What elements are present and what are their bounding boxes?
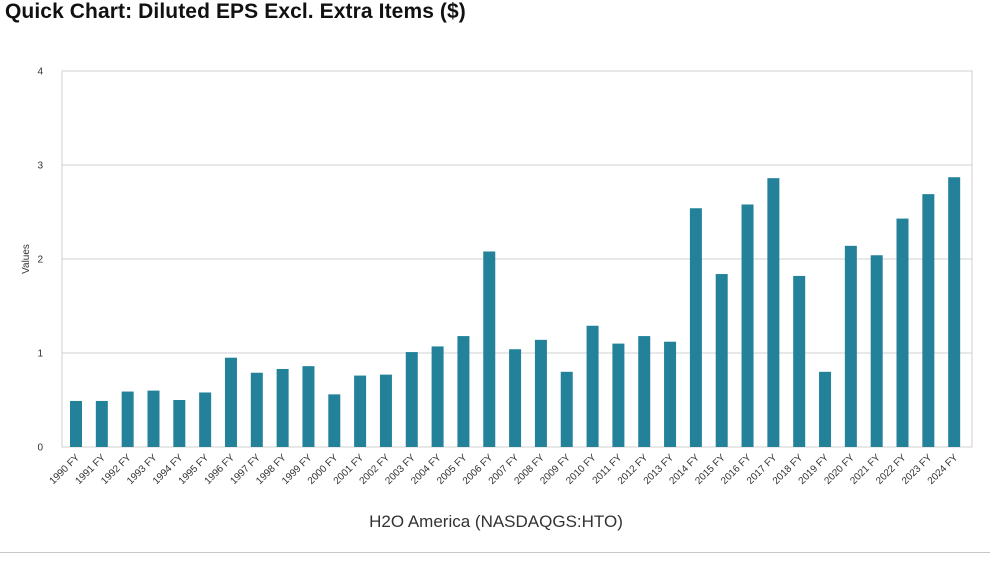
bar[interactable]: [457, 336, 470, 447]
bar[interactable]: [483, 251, 496, 447]
bar[interactable]: [328, 394, 341, 447]
bars: [70, 177, 961, 447]
bar[interactable]: [147, 390, 160, 447]
y-tick-label: 0: [37, 443, 43, 454]
bar[interactable]: [638, 336, 651, 447]
bar[interactable]: [70, 400, 82, 447]
bar[interactable]: [819, 371, 832, 447]
bar[interactable]: [250, 372, 263, 447]
bar[interactable]: [715, 274, 728, 447]
bar[interactable]: [534, 339, 547, 447]
bar[interactable]: [948, 177, 961, 447]
bar[interactable]: [121, 391, 134, 447]
bar[interactable]: [612, 343, 625, 447]
y-axis-ticks: 0 1 2 3 4: [37, 67, 43, 454]
chart-title: Quick Chart: Diluted EPS Excl. Extra Ite…: [5, 0, 466, 23]
bar[interactable]: [767, 178, 780, 447]
bar[interactable]: [95, 400, 108, 447]
bar[interactable]: [844, 245, 857, 447]
bar[interactable]: [199, 392, 212, 447]
bar[interactable]: [586, 325, 599, 447]
y-tick-label: 1: [37, 349, 43, 360]
bar[interactable]: [896, 218, 909, 447]
bar[interactable]: [276, 368, 289, 447]
bar[interactable]: [741, 204, 754, 447]
bar[interactable]: [302, 366, 315, 447]
bar[interactable]: [431, 346, 444, 447]
bar[interactable]: [870, 255, 883, 447]
y-tick-label: 3: [37, 161, 43, 172]
y-tick-label: 4: [37, 67, 43, 78]
bar[interactable]: [560, 371, 573, 447]
y-axis-label: Values: [21, 244, 32, 274]
y-tick-label: 2: [37, 255, 43, 266]
bar[interactable]: [173, 400, 186, 447]
bar[interactable]: [664, 341, 677, 447]
bar[interactable]: [689, 208, 702, 447]
bar[interactable]: [509, 349, 522, 447]
bar[interactable]: [793, 275, 806, 447]
bar[interactable]: [354, 375, 367, 447]
bar[interactable]: [922, 194, 935, 447]
x-axis-caption: H2O America (NASDAQGS:HTO): [369, 512, 623, 531]
bar[interactable]: [379, 374, 392, 447]
bar[interactable]: [405, 352, 418, 447]
bottom-divider: [0, 552, 990, 553]
bar[interactable]: [224, 357, 237, 447]
